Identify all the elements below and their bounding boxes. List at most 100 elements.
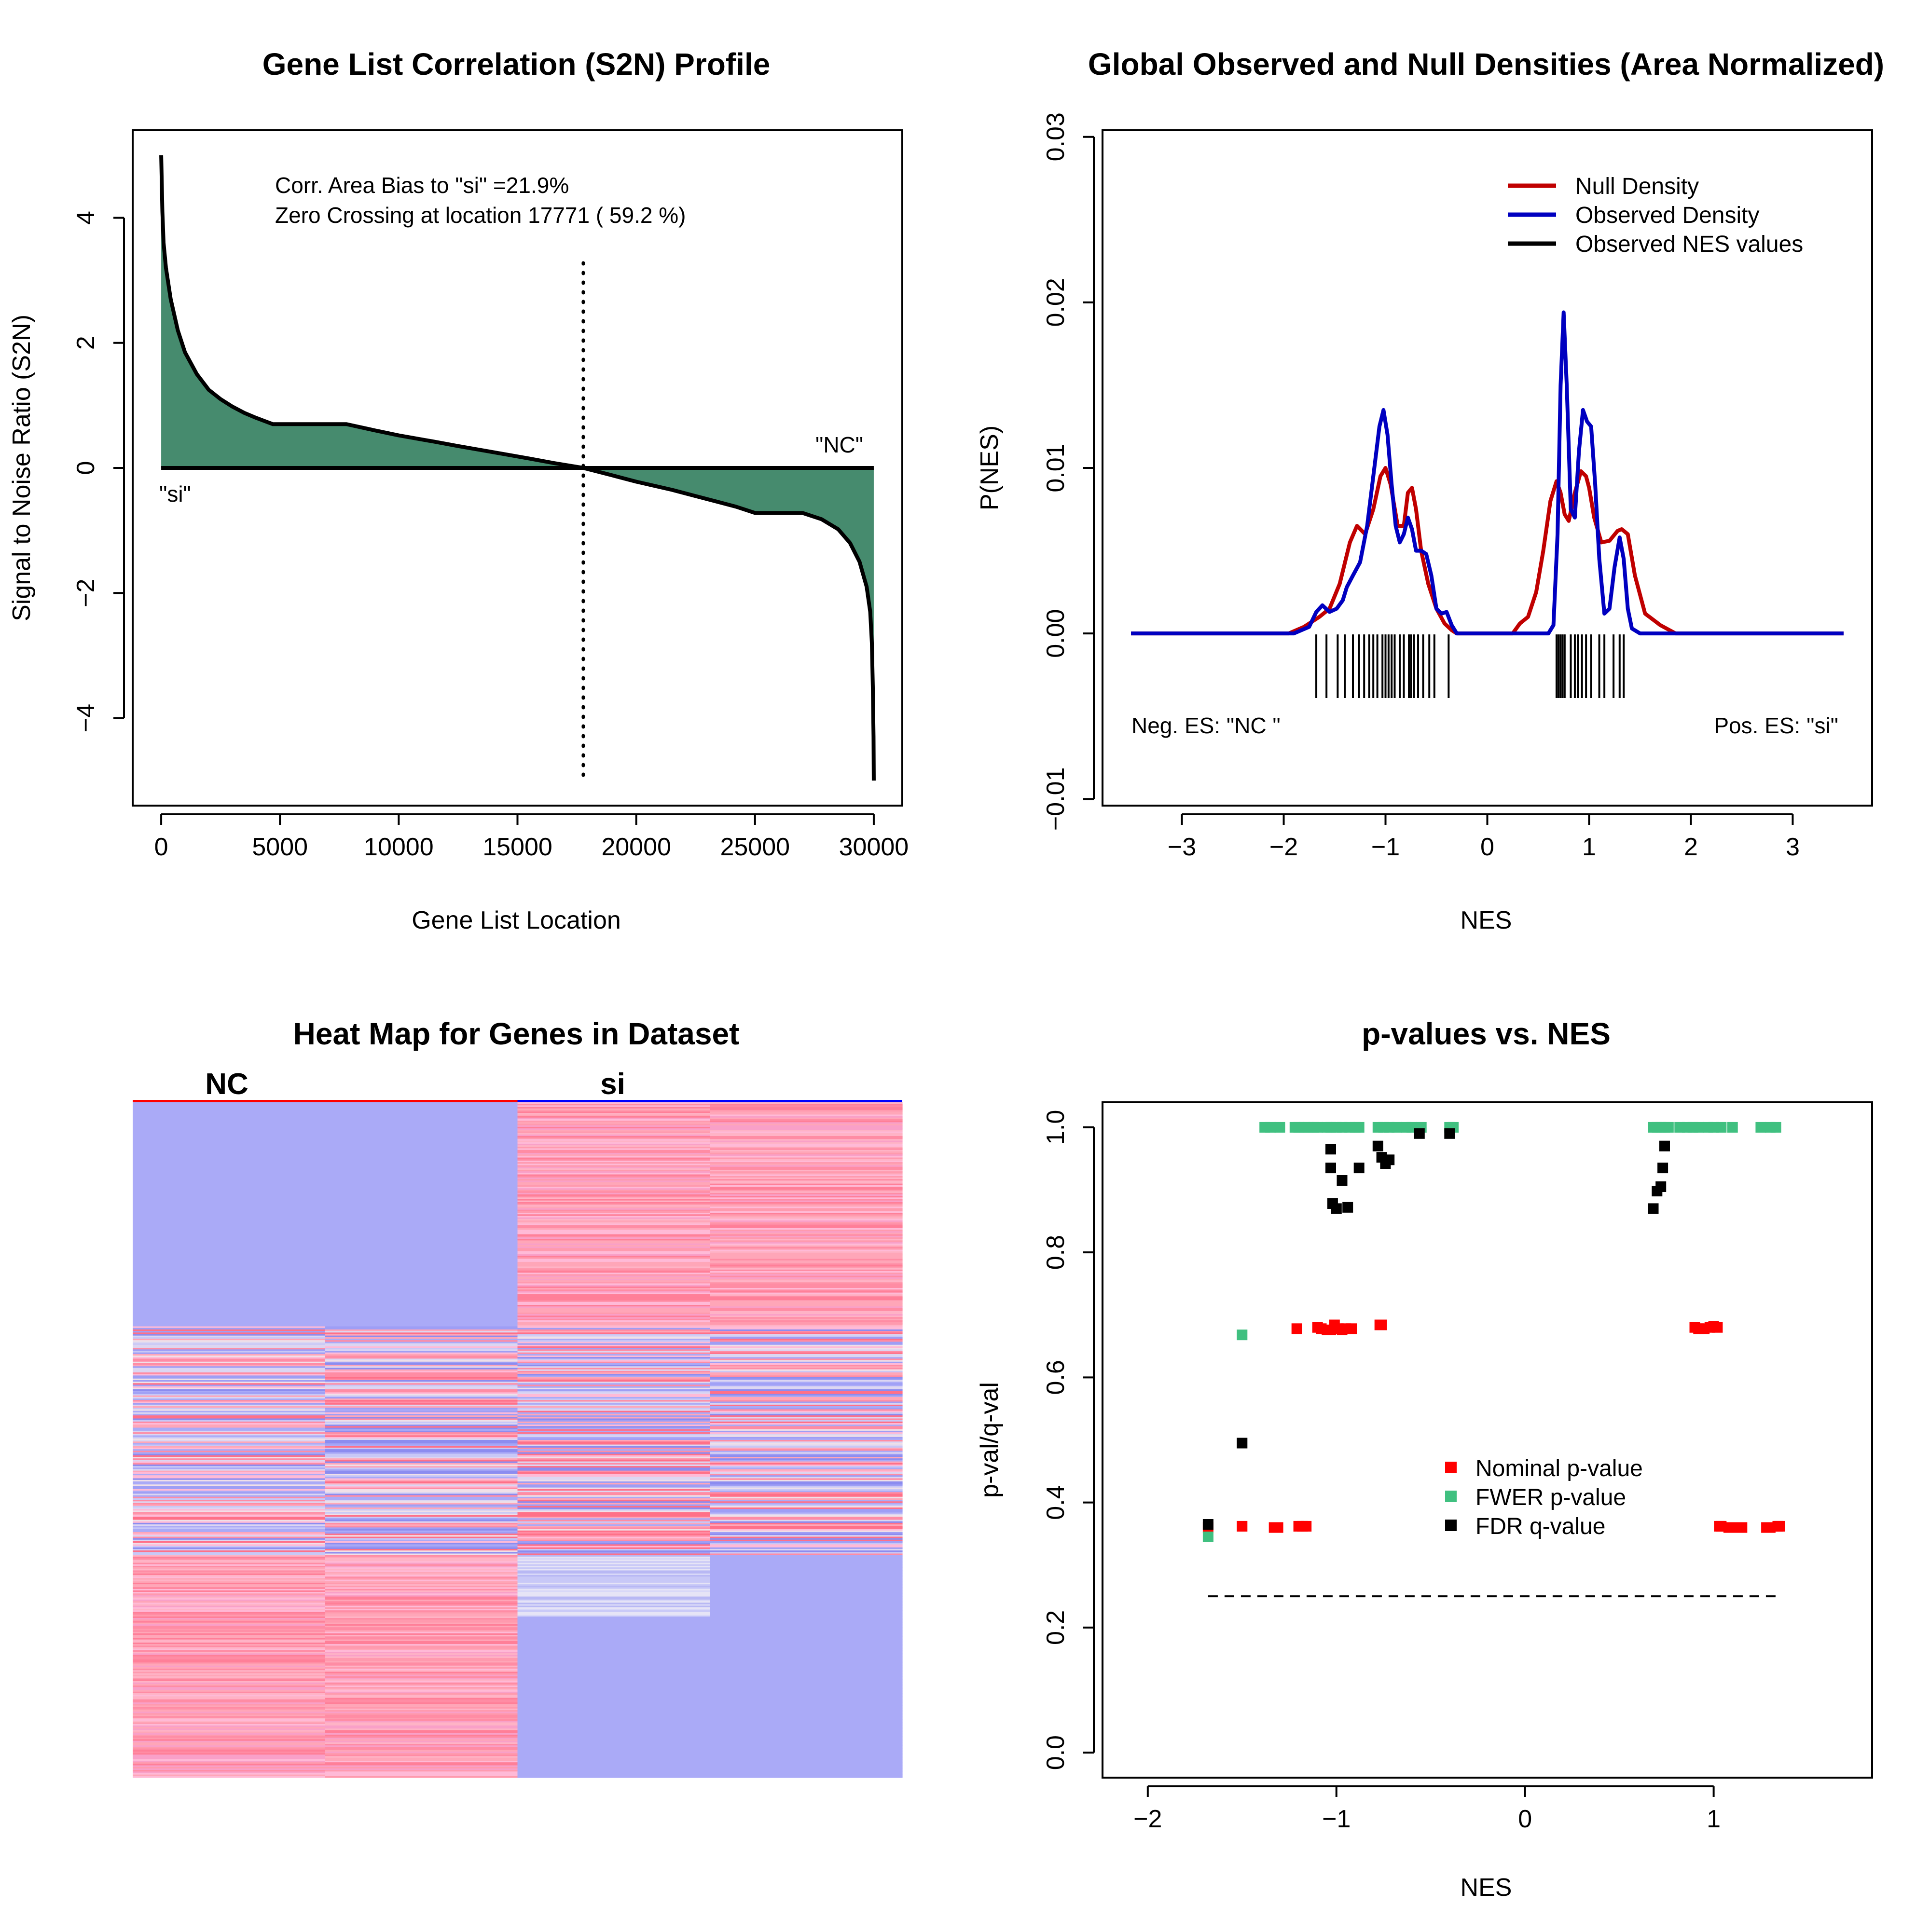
heatmap-cell — [325, 1257, 518, 1260]
heatmap-cell — [517, 1191, 710, 1193]
s2n-title: Gene List Correlation (S2N) Profile — [262, 47, 771, 82]
heatmap-cell — [133, 1108, 326, 1110]
heatmap-cell — [325, 1764, 518, 1766]
heatmap-cell — [133, 1647, 326, 1649]
heatmap-cell — [710, 1209, 903, 1212]
heatmap-cell — [133, 1320, 326, 1322]
heatmap-cell — [517, 1275, 710, 1278]
heatmap-cell — [710, 1166, 903, 1169]
density-title: Global Observed and Null Densities (Area… — [1088, 47, 1884, 82]
heatmap-cell — [710, 1564, 903, 1566]
heatmap-cell — [710, 1705, 903, 1708]
heatmap-cell — [710, 1121, 903, 1123]
heatmap-cell — [710, 1278, 903, 1281]
heatmap-cell — [133, 1245, 326, 1247]
heatmap-cell — [133, 1529, 326, 1531]
heatmap-cell — [325, 1401, 518, 1404]
heatmap-cell — [710, 1308, 903, 1310]
heatmap-cell — [325, 1464, 518, 1466]
heatmap-cell — [325, 1492, 518, 1494]
legend-nominal-label: Nominal p-value — [1475, 1456, 1643, 1481]
heatmap-cell — [325, 1140, 518, 1143]
heatmap-cell — [325, 1282, 518, 1284]
heatmap-cell — [133, 1170, 326, 1172]
heatmap-cell — [517, 1770, 710, 1772]
heatmap-cell — [133, 1273, 326, 1274]
heatmap-cell — [133, 1622, 326, 1625]
heatmap-cell — [133, 1631, 326, 1634]
heatmap-cell — [710, 1500, 903, 1502]
heatmap-cell — [133, 1573, 326, 1576]
heatmap-cell — [517, 1631, 710, 1634]
density-y-tick-label: 0.02 — [1042, 278, 1070, 327]
heatmap-cell — [710, 1380, 903, 1382]
heatmap-cell — [133, 1278, 326, 1281]
heatmap-cell — [133, 1389, 326, 1391]
heatmap-cell — [325, 1521, 518, 1523]
heatmap-cell — [133, 1368, 326, 1370]
heatmap-cell — [710, 1547, 903, 1549]
heatmap-cell — [133, 1507, 326, 1509]
heatmap-cell — [133, 1292, 326, 1295]
heatmap-cell — [133, 1659, 326, 1661]
heatmap-cell — [133, 1194, 326, 1196]
heatmap-cell — [517, 1670, 710, 1672]
heatmap-cell — [325, 1377, 518, 1379]
heatmap-cell — [517, 1125, 710, 1127]
fdr-qvalue-point — [1325, 1144, 1336, 1155]
heatmap-cell — [710, 1455, 903, 1457]
heatmap-cell — [133, 1744, 326, 1746]
heatmap-cell — [133, 1638, 326, 1640]
heatmap-cell — [710, 1329, 903, 1331]
heatmap-cell — [517, 1615, 710, 1617]
heatmap-cell — [133, 1154, 326, 1156]
heatmap-cell — [517, 1344, 710, 1347]
heatmap-cell — [133, 1484, 326, 1486]
heatmap-cell — [325, 1148, 518, 1151]
heatmap-cell — [710, 1474, 903, 1476]
heatmap-cell — [325, 1761, 518, 1763]
heatmap-cell — [517, 1412, 710, 1414]
heatmap-cell — [710, 1626, 903, 1628]
heatmap-cell — [325, 1249, 518, 1252]
heatmap-cell — [710, 1470, 903, 1473]
heatmap-cell — [133, 1252, 326, 1255]
heatmap-cell — [133, 1501, 326, 1503]
heatmap-cell — [133, 1458, 326, 1460]
heatmap-cell — [517, 1162, 710, 1164]
heatmap-cell — [517, 1742, 710, 1744]
heatmap-cell — [133, 1728, 326, 1730]
heatmap-cell — [710, 1206, 903, 1209]
heatmap-cell — [325, 1243, 518, 1246]
heatmap-cell — [710, 1702, 903, 1704]
heatmap-cell — [517, 1562, 710, 1565]
s2n-y-axis-label: Signal to Noise Ratio (S2N) — [8, 315, 36, 621]
heatmap-cell — [325, 1365, 518, 1367]
s2n-x-tick-label: 20000 — [601, 833, 671, 861]
heatmap-cell — [325, 1742, 518, 1744]
heatmap-cell — [710, 1223, 903, 1226]
pvalues-y-tick-label: 0.2 — [1042, 1610, 1070, 1645]
legend-null-density-label: Null Density — [1575, 174, 1699, 199]
heatmap-cell — [325, 1705, 518, 1708]
heatmap-cell — [133, 1635, 326, 1637]
heatmap-cell — [325, 1440, 518, 1442]
heatmap-cell — [325, 1228, 518, 1230]
heatmap-cell — [325, 1466, 518, 1468]
heatmap-cell — [325, 1430, 518, 1433]
heatmap-cell — [325, 1636, 518, 1638]
heatmap-cell — [710, 1302, 903, 1304]
heatmap-cell — [325, 1487, 518, 1490]
heatmap-cell — [133, 1586, 326, 1588]
heatmap-cell — [133, 1378, 326, 1381]
heatmap-cell — [133, 1219, 326, 1221]
heatmap-cell — [517, 1300, 710, 1302]
heatmap-cell — [517, 1664, 710, 1666]
heatmap-cell — [133, 1374, 326, 1376]
density-x-tick-label: 2 — [1684, 833, 1698, 861]
heatmap-cell — [325, 1679, 518, 1682]
heatmap-cell — [133, 1360, 326, 1362]
pvalues-axes: −2 −1 0 10.00.20.40.60.81.0 — [1042, 1110, 1721, 1833]
heatmap-cell — [133, 1217, 326, 1219]
heatmap-cell — [325, 1748, 518, 1751]
